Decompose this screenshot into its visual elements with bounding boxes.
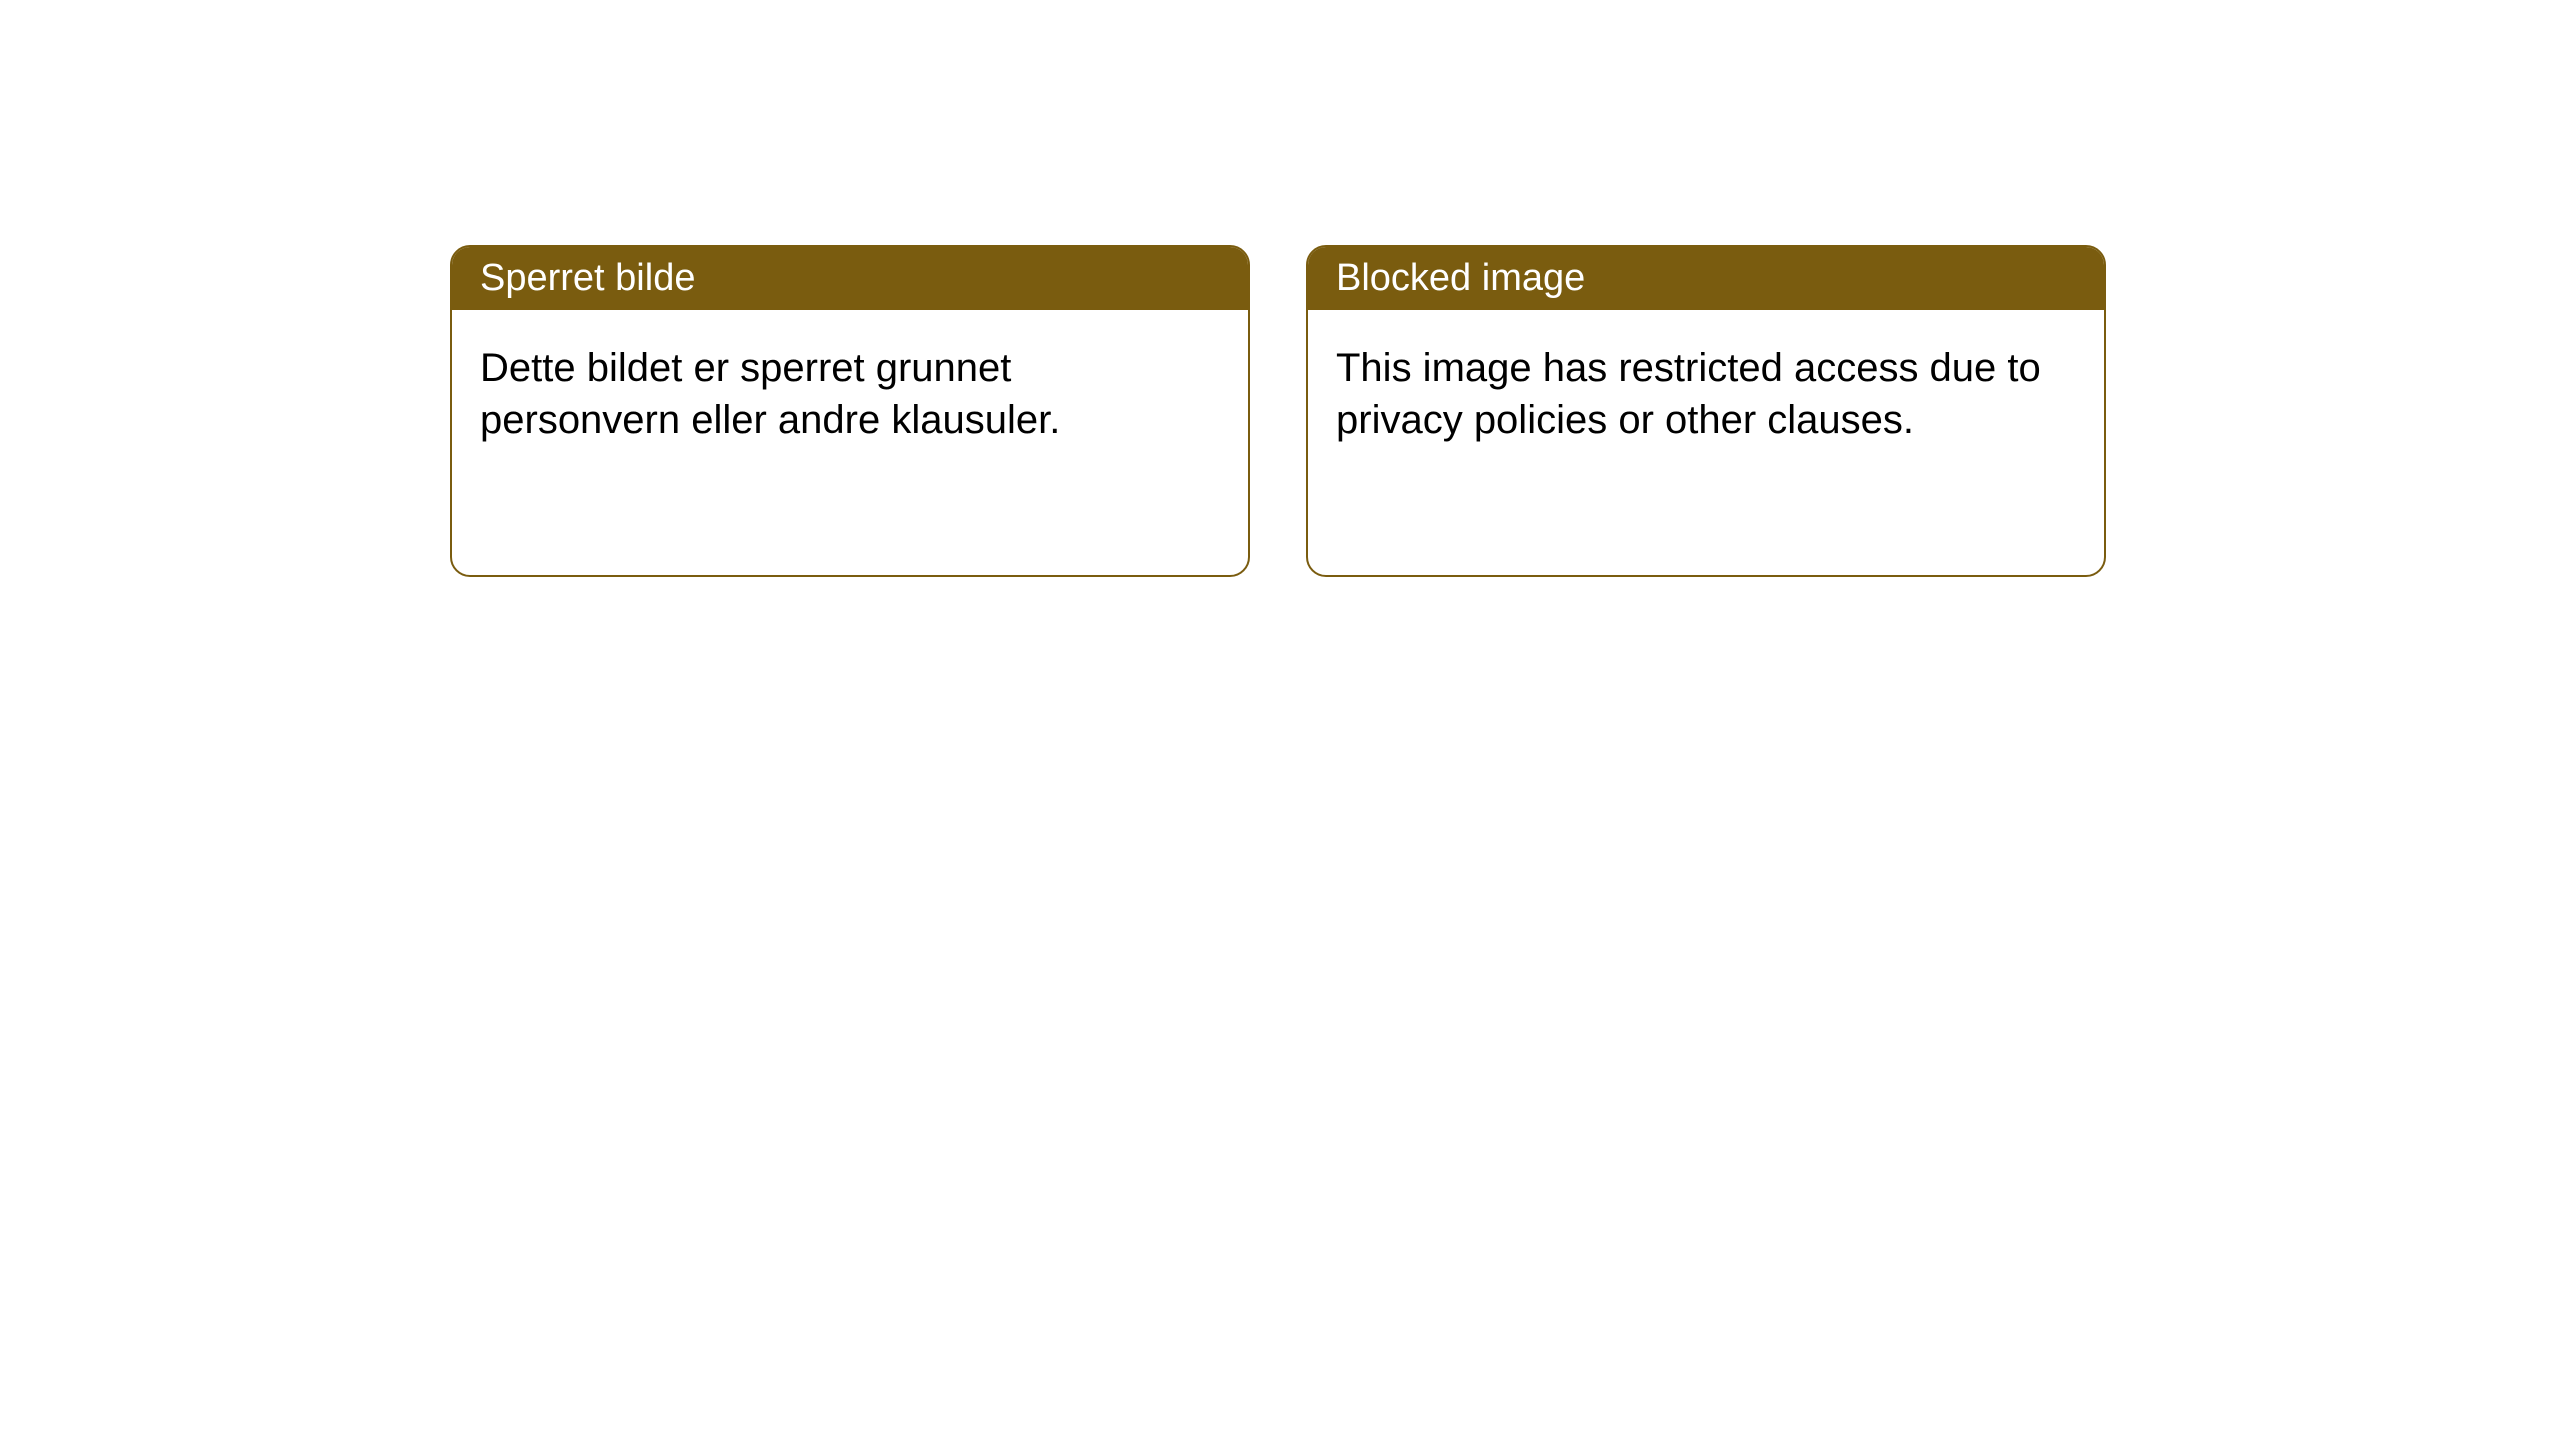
notice-card-norwegian: Sperret bilde Dette bildet er sperret gr… <box>450 245 1250 577</box>
notice-body-norwegian: Dette bildet er sperret grunnet personve… <box>452 310 1248 478</box>
notice-title-english: Blocked image <box>1308 247 2104 310</box>
notice-container: Sperret bilde Dette bildet er sperret gr… <box>0 0 2560 577</box>
notice-title-norwegian: Sperret bilde <box>452 247 1248 310</box>
notice-body-english: This image has restricted access due to … <box>1308 310 2104 478</box>
notice-card-english: Blocked image This image has restricted … <box>1306 245 2106 577</box>
